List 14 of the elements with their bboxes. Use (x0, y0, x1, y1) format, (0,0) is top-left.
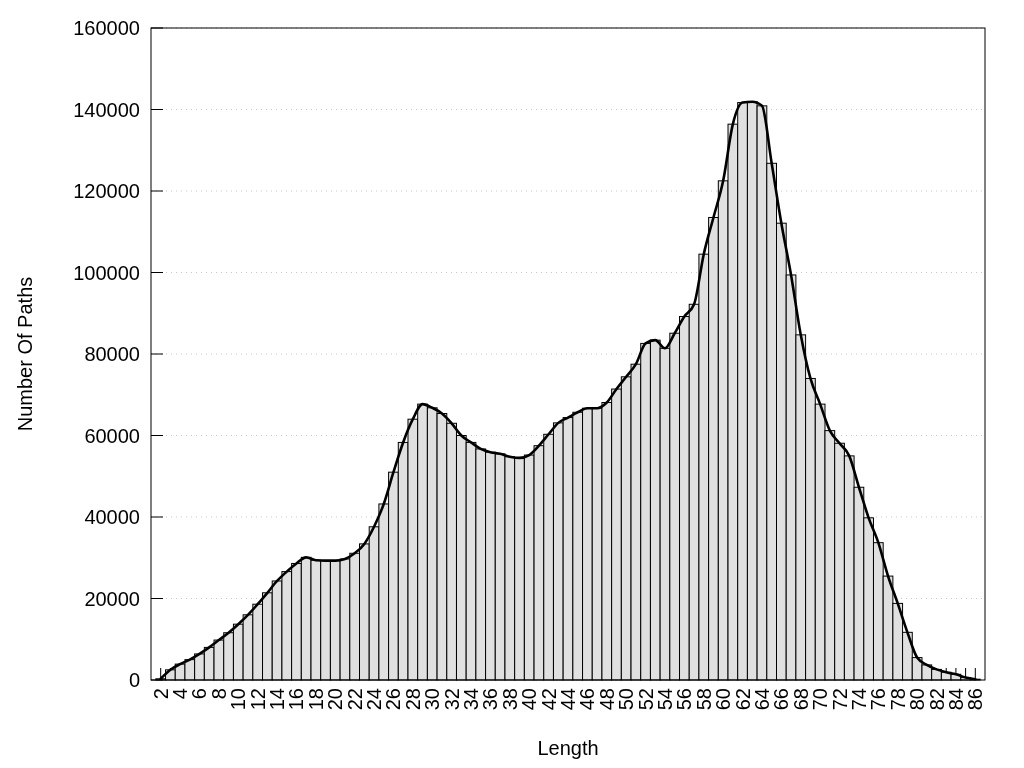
x-axis-title: Length (537, 737, 599, 759)
x-tick-label: 2 (149, 688, 172, 700)
y-tick-label: 120000 (73, 180, 140, 202)
y-axis-title: Number Of Paths (14, 276, 36, 432)
y-tick-label: 80000 (84, 343, 140, 365)
x-tick-label: 44 (557, 688, 579, 711)
y-tick-label: 60000 (84, 424, 140, 447)
y-tick-label: 160000 (73, 17, 140, 39)
y-tick-label: 140000 (73, 98, 140, 121)
y-tick-label: 40000 (84, 506, 140, 528)
y-tick-label: 20000 (84, 587, 140, 610)
y-tick-label: 0 (128, 669, 140, 691)
y-tick-label: 100000 (73, 261, 140, 284)
x-tick-label: 86 (964, 688, 987, 711)
